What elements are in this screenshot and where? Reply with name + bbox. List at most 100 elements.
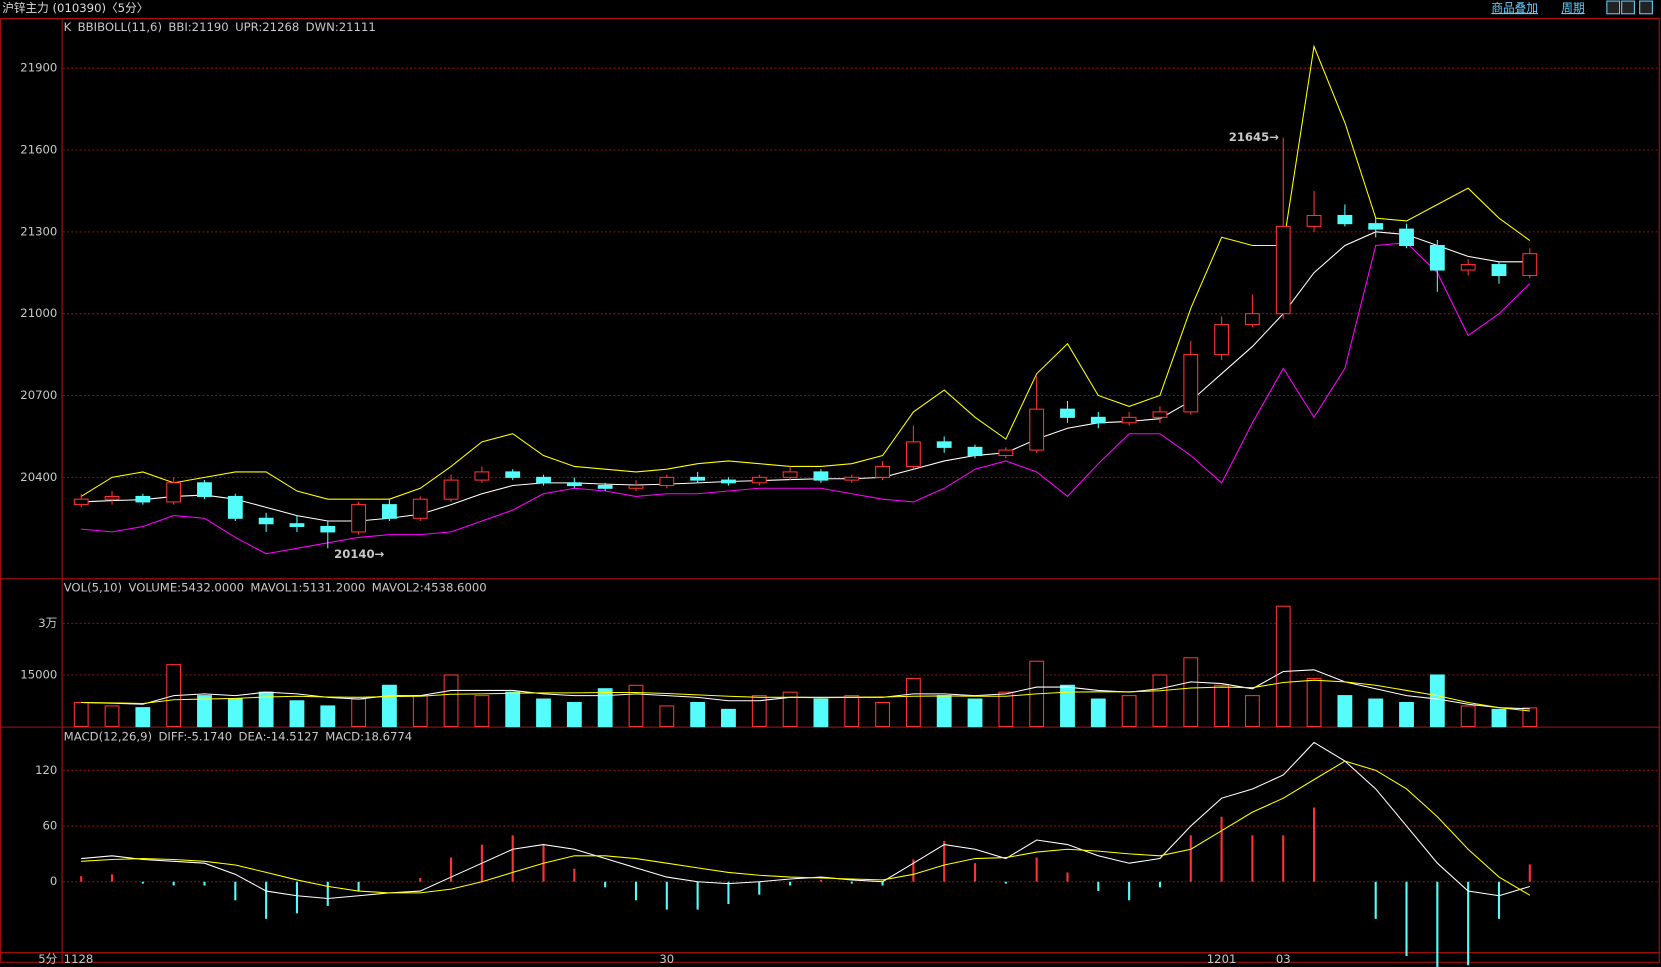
candle-body [1152,411,1168,418]
candle-body [1429,244,1445,271]
volume-bar [474,695,490,728]
volume-bar [998,691,1014,728]
indicator-line [81,679,1530,712]
next-button[interactable] [1621,0,1635,15]
volume-bar [1429,674,1445,728]
indicator-line [81,242,1531,555]
candle-body [289,523,305,527]
volume-bar [412,695,428,728]
legend-entry: VOLUME:5432.0000 [128,580,244,594]
volume-bar [690,701,706,728]
y-tick-label: 0 [50,874,57,888]
candle-body [443,479,459,500]
candle-body [597,485,613,489]
close-button[interactable] [1639,0,1653,15]
volume-bar [967,698,983,728]
volume-bar [1337,695,1353,728]
candle-body [967,446,983,457]
volume-bar [536,698,551,728]
y-tick-label: 15000 [20,667,57,681]
candle-body [751,476,767,484]
x-tick-label: 1201 [1207,952,1237,966]
candle-body [536,476,551,484]
candle-body [1368,223,1384,230]
candle-body [628,485,644,489]
y-tick-label: 20700 [20,388,57,402]
volume-bar [1306,677,1322,728]
period-label: 5分 [38,952,57,966]
legend-entry: MAVOL1:5131.2000 [250,580,365,594]
indicator-line [81,760,1531,896]
volume-bar [197,695,212,728]
candle-body [844,476,860,481]
y-tick-label: 20400 [20,470,57,484]
x-tick-label: 30 [659,952,674,966]
legend-entry: BBI:21190 [168,20,228,34]
volume-bar [628,684,644,728]
legend-entry: UPR:21268 [235,20,299,34]
y-tick-label: 21600 [20,143,57,157]
legend-entry: VOL(5,10) [64,580,122,594]
candle-body [690,476,706,481]
candle-body [721,479,736,484]
candle-body [659,476,675,487]
legend-entry: K [64,20,72,34]
y-tick-label: 120 [35,763,57,777]
volume-bar [1399,701,1414,728]
volume-bar [135,707,151,728]
volume-bar [659,705,675,728]
overlay-link[interactable]: 商品叠加 [1491,1,1538,15]
candle-body [197,482,212,497]
candle-body [320,525,336,533]
candle-body [782,471,798,478]
legend-entry: DEA:-14.5127 [239,730,319,744]
volume-bar [721,708,736,728]
volume-bar [905,677,921,728]
y-tick-label: 21900 [20,61,57,75]
y-tick-label: 3万 [38,616,57,630]
volume-bar [382,684,397,728]
legend-entry: DWN:21111 [306,20,376,34]
volume-bar [936,695,952,728]
volume-bar [751,695,767,728]
price-annotation: 20140→ [334,547,384,561]
candle-body [505,471,521,478]
candle-body [135,495,151,503]
indicator-line [80,44,1531,500]
candle-body [227,495,243,519]
candle-body [1029,408,1045,451]
candle-body [73,498,89,506]
volume-bar [782,691,798,728]
volume-bar [73,701,89,728]
price-annotation: 21645→ [1229,130,1279,144]
candle-body [166,482,182,503]
candle-body [905,441,921,467]
volume-bar [1275,605,1291,728]
y-tick-label: 60 [43,819,58,833]
volume-bar [505,691,521,728]
volume-bar [104,705,120,728]
candle-body [1275,225,1291,315]
candle-body [1399,228,1414,247]
prev-button[interactable] [1606,0,1621,15]
volume-bar [227,698,243,728]
candle-body [1183,354,1199,413]
legend-entry: BBIBOLL(11,6) [78,20,162,34]
volume-bar [289,700,305,728]
candle-body [1306,214,1322,227]
volume-bar [1491,708,1507,728]
candle-body [1214,324,1230,356]
volume-bar [1214,684,1230,728]
legend-entry: MACD(12,26,9) [64,730,152,744]
candle-body [1337,214,1353,225]
period-link[interactable]: 周期 [1561,1,1584,15]
instrument-title: 沪锌主力 (010390)〈5分〉 [2,1,148,15]
legend-entry: MAVOL2:4538.6000 [372,580,487,594]
candle-body [936,441,952,448]
legend-entry: DIFF:-5.1740 [158,730,232,744]
volume-bar [1368,698,1384,728]
volume-bar [844,695,860,728]
